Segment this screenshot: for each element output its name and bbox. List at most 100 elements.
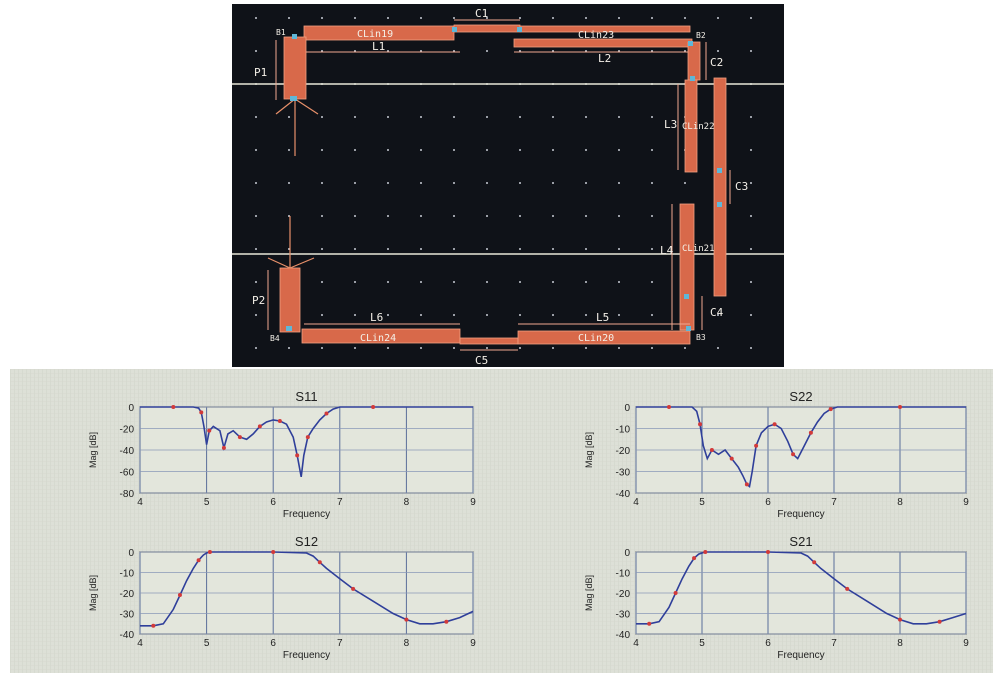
grid-dot	[420, 281, 422, 283]
y-tick-label: -30	[120, 610, 135, 621]
feed-line-top-diag-left	[275, 98, 296, 115]
data-point	[371, 405, 376, 409]
grid-dot	[255, 116, 257, 118]
grid-dot	[354, 149, 356, 151]
x-tick-label: 7	[337, 497, 343, 508]
grid-dot	[453, 281, 455, 283]
x-tick-label: 8	[404, 638, 410, 649]
grid-dot	[486, 248, 488, 250]
grid-dot	[519, 347, 521, 349]
label-clin21: CLin21	[682, 244, 715, 254]
grid-dot	[420, 116, 422, 118]
grid-dot	[552, 149, 554, 151]
clin21-strip	[679, 203, 695, 331]
data-point	[647, 621, 652, 626]
y-tick-label: -20	[120, 425, 135, 436]
grid-dot	[420, 347, 422, 349]
data-point	[845, 586, 850, 591]
y-tick-label: 0	[624, 403, 630, 414]
x-axis-label: Frequency	[283, 650, 330, 661]
grid-dot	[717, 347, 719, 349]
grid-dot	[552, 215, 554, 217]
grid-dot	[387, 215, 389, 217]
x-tick-label: 9	[470, 638, 476, 649]
data-point	[257, 424, 262, 429]
grid-dot	[486, 281, 488, 283]
data-point	[404, 617, 409, 622]
x-tick-label: 4	[633, 638, 639, 649]
grid-dot	[618, 347, 620, 349]
data-point	[808, 430, 813, 435]
label-l6: L6	[370, 311, 383, 324]
grid-dot	[387, 116, 389, 118]
grid-dot	[288, 347, 290, 349]
x-tick-label: 8	[897, 638, 903, 649]
grid-dot	[420, 149, 422, 151]
grid-dot	[420, 215, 422, 217]
grid-dot	[453, 347, 455, 349]
grid-dot	[288, 182, 290, 184]
grid-dot	[255, 17, 257, 19]
grid-dot	[255, 215, 257, 217]
grid-dot	[453, 17, 455, 19]
grid-dot	[453, 248, 455, 250]
label-p1: P1	[254, 66, 267, 79]
grid-dot	[750, 281, 752, 283]
grid-dot	[486, 215, 488, 217]
data-point	[744, 482, 749, 487]
data-point	[772, 422, 777, 427]
grid-dot	[618, 116, 620, 118]
y-tick-label: -20	[616, 589, 631, 600]
c5-gap-strip	[459, 337, 519, 345]
y-tick-label: -40	[616, 489, 631, 500]
grid-dot	[651, 314, 653, 316]
grid-dot	[750, 17, 752, 19]
grid-dot	[420, 182, 422, 184]
grid-dot	[750, 149, 752, 151]
layout-view: CLin19 CLin23 CLin22 CLin21 CLin24 CLin2…	[232, 4, 784, 367]
grid-dot	[321, 248, 323, 250]
label-l4: L4	[660, 244, 674, 257]
data-point	[791, 452, 796, 457]
series-line	[140, 551, 474, 627]
port-marker-c1-right	[517, 27, 522, 32]
grid-dot	[618, 314, 620, 316]
grid-dot	[585, 17, 587, 19]
y-axis-label: Mag [dB]	[584, 575, 594, 611]
grid-dot	[651, 116, 653, 118]
grid-dot	[387, 347, 389, 349]
p2-stub	[279, 267, 301, 333]
x-tick-label: 9	[963, 638, 969, 649]
grid-dot	[618, 149, 620, 151]
grid-dot	[651, 281, 653, 283]
grid-dot	[585, 281, 587, 283]
label-clin20: CLin20	[578, 333, 614, 344]
grid-dot	[387, 182, 389, 184]
data-point	[703, 550, 708, 554]
grid-dot	[420, 314, 422, 316]
grid-dot	[519, 182, 521, 184]
x-tick-label: 7	[831, 638, 837, 649]
x-tick-label: 4	[137, 638, 143, 649]
grid-dot	[585, 149, 587, 151]
data-point	[177, 593, 182, 598]
chart-s21: 4 5 6 7 8 9 0 -10 -20 -30 -40 S21 Frequency Mag [dB]	[584, 534, 969, 661]
series-line	[140, 406, 473, 478]
label-p2: P2	[252, 294, 265, 307]
port-marker-b2	[688, 41, 693, 46]
grid-dot	[618, 281, 620, 283]
x-tick-label: 5	[699, 497, 705, 508]
grid-dot	[354, 17, 356, 19]
grid-dot	[255, 50, 257, 52]
x-tick-label: 7	[831, 497, 837, 508]
grid-dot	[453, 116, 455, 118]
grid-dot	[519, 17, 521, 19]
y-axis-label: Mag [dB]	[88, 575, 98, 611]
grid-dot	[321, 314, 323, 316]
label-c2: C2	[710, 56, 723, 69]
grid-dot	[453, 314, 455, 316]
grid-dot	[618, 215, 620, 217]
grid-dot	[486, 50, 488, 52]
grid-dot	[717, 314, 719, 316]
grid-dot	[486, 182, 488, 184]
